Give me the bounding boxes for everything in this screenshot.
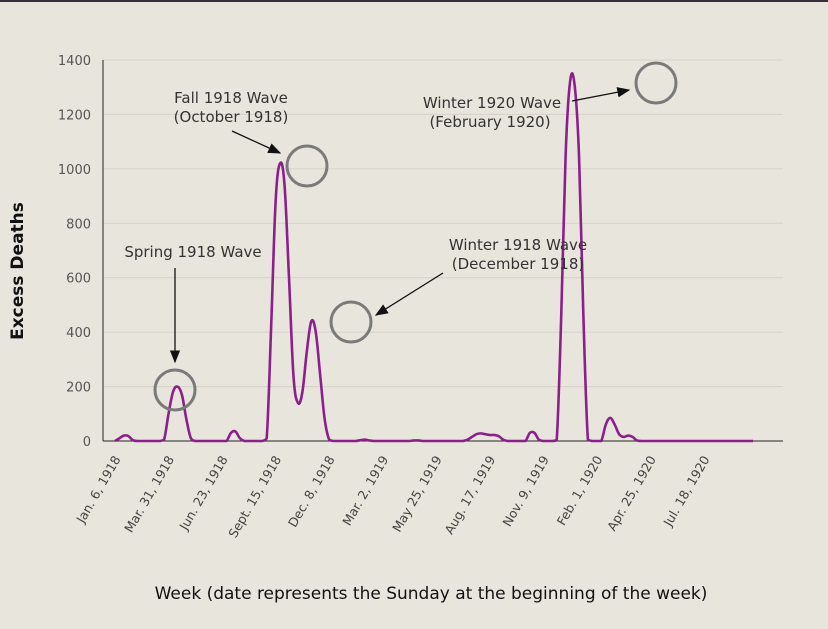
y-tick-label: 1400 <box>58 54 91 69</box>
y-tick-label: 0 <box>83 435 91 450</box>
grid-lines <box>103 59 783 388</box>
x-tick-label: Jan. 6, 1918 <box>73 453 124 526</box>
y-tick-label: 400 <box>66 326 91 341</box>
x-tick-label: Jun. 23, 1918 <box>176 453 231 533</box>
x-tick-label: Sept. 15, 1918 <box>225 453 284 540</box>
x-tick-label: Nov. 9, 1919 <box>499 453 552 529</box>
x-tick-label: Aug. 17, 1919 <box>441 453 498 537</box>
annotation-spring-1918: Spring 1918 Wave <box>124 243 261 261</box>
x-tick-label: Mar. 31, 1918 <box>121 453 177 535</box>
annotation-winter-1918-date: (December 1918) <box>452 255 584 273</box>
y-axis-ticks: 0 200 400 600 800 1000 1200 1400 <box>58 54 91 450</box>
x-tick-label: Jul. 18, 1920 <box>660 453 713 530</box>
peak-circle-winter-1918 <box>329 300 373 344</box>
series-line-excess-deaths <box>114 72 753 443</box>
annotation-fall-1918-date: (October 1918) <box>174 108 289 126</box>
x-tick-label: Feb. 1, 1920 <box>554 453 606 528</box>
y-tick-label: 1000 <box>58 163 91 178</box>
arrow-fall <box>231 130 282 154</box>
y-tick-label: 800 <box>66 217 91 232</box>
peak-circle-winter-1920 <box>634 61 678 105</box>
peak-circle-fall-1918 <box>285 144 329 188</box>
arrow-winter-1918 <box>374 272 444 316</box>
x-tick-label: Mar. 2, 1919 <box>339 453 391 528</box>
x-axis-title: Week (date represents the Sunday at the … <box>155 584 708 604</box>
annotation-winter-1920-date: (February 1920) <box>429 113 550 131</box>
arrow-winter-1920 <box>571 87 631 102</box>
y-axis-title: Excess Deaths <box>8 202 28 340</box>
annotation-fall-1918-title: Fall 1918 Wave <box>174 89 288 107</box>
top-border <box>0 0 828 2</box>
annotation-winter-1918-title: Winter 1918 Wave <box>449 236 587 254</box>
x-tick-label: May 25, 1919 <box>389 453 445 535</box>
y-tick-label: 1200 <box>58 108 91 123</box>
y-tick-label: 600 <box>66 272 91 287</box>
x-tick-label: Dec. 8, 1918 <box>285 453 338 530</box>
peak-circle-spring-1918 <box>153 368 197 412</box>
y-tick-label: 200 <box>66 381 91 396</box>
annotation-winter-1920-title: Winter 1920 Wave <box>423 94 561 112</box>
x-tick-label: Apr. 25, 1920 <box>604 453 659 533</box>
